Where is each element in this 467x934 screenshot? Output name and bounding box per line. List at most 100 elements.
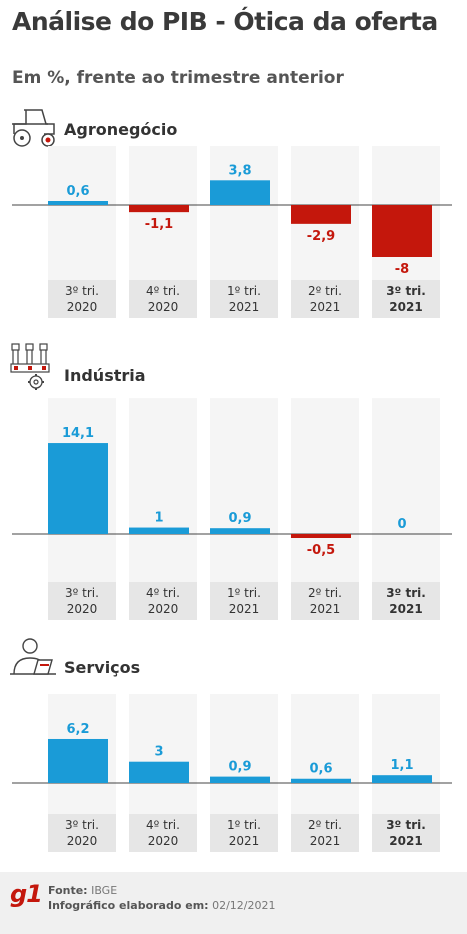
- date-line: Infográfico elaborado em: 02/12/2021: [48, 899, 275, 912]
- category-year-label: 2020: [67, 602, 98, 616]
- section-title-servicos: Serviços: [64, 658, 141, 677]
- bar-value-label: 0,6: [309, 762, 332, 777]
- category-year-label: 2021: [389, 834, 422, 848]
- category-year-label: 2020: [148, 602, 179, 616]
- bar: [291, 534, 351, 538]
- bar-value-label: 0: [397, 517, 406, 532]
- category-label: 4º tri.: [146, 586, 180, 600]
- chart-agronegocio: 3º tri. 2020 4º tri. 2020 1º tri. 2021 2º tri.…: [12, 146, 452, 318]
- category-label-bg: [48, 280, 116, 318]
- category-year-label: 2021: [389, 300, 422, 314]
- chart-column-bg: [48, 146, 116, 280]
- chart-column-bg: [129, 693, 197, 814]
- bar-value-label: 3: [154, 745, 163, 760]
- chart-column-bg: [372, 398, 440, 582]
- source-label: Fonte:: [48, 884, 88, 897]
- bar-value-label: 6,2: [66, 722, 89, 737]
- category-label-bg: [372, 582, 440, 620]
- category-label: 4º tri.: [146, 284, 180, 298]
- category-label-bg: [210, 814, 278, 852]
- section-industria: Indústria 3º tri. 2020 4º tri. 2020 1º tri. 2…: [0, 342, 467, 622]
- category-year-label: 2020: [148, 300, 179, 314]
- date-value: 02/12/2021: [212, 899, 276, 912]
- bar: [210, 180, 270, 205]
- category-label: 3º tri.: [386, 818, 426, 832]
- chart-industria: 3º tri. 2020 4º tri. 2020 1º tri. 2021 2º tri.…: [12, 398, 452, 620]
- bar: [372, 775, 432, 783]
- category-label-bg: [372, 814, 440, 852]
- bar: [48, 443, 108, 534]
- category-year-label: 2021: [229, 300, 260, 314]
- chart-column-bg: [210, 398, 278, 582]
- bar-value-label: 0,6: [66, 184, 89, 199]
- category-label: 4º tri.: [146, 818, 180, 832]
- section-title-industria: Indústria: [64, 366, 146, 385]
- chart-column-bg: [210, 146, 278, 280]
- bar: [48, 738, 108, 783]
- category-label-bg: [291, 814, 359, 852]
- category-label: 1º tri.: [227, 818, 261, 832]
- category-label-bg: [129, 814, 197, 852]
- section-agronegocio: Agronegócio 3º tri. 2020 4º tri. 2020 1º tri…: [0, 104, 467, 320]
- category-year-label: 2020: [148, 834, 179, 848]
- factory-icon: [10, 343, 50, 390]
- bar: [129, 761, 189, 783]
- category-label-bg: [291, 582, 359, 620]
- bar-value-label: 0,9: [228, 760, 251, 775]
- chart-column-bg: [291, 693, 359, 814]
- category-label: 3º tri.: [65, 818, 99, 832]
- category-label-bg: [210, 280, 278, 318]
- category-year-label: 2021: [310, 602, 341, 616]
- bar-value-label: -2,9: [307, 229, 335, 244]
- category-year-label: 2020: [67, 834, 98, 848]
- category-year-label: 2021: [229, 834, 260, 848]
- category-label-bg: [210, 582, 278, 620]
- category-year-label: 2021: [310, 834, 341, 848]
- chart-column-bg: [129, 146, 197, 280]
- category-label-bg: [129, 582, 197, 620]
- category-year-label: 2021: [389, 602, 422, 616]
- bar: [48, 201, 108, 205]
- bar: [129, 205, 189, 213]
- section-title-agronegocio: Agronegócio: [64, 120, 178, 139]
- category-year-label: 2021: [310, 300, 341, 314]
- bar-value-label: -1,1: [145, 217, 173, 232]
- bar-value-label: 3,8: [228, 163, 251, 178]
- bar-value-label: -0,5: [307, 543, 335, 558]
- bar-value-label: 1,1: [390, 758, 413, 773]
- source-line: Fonte: IBGE: [48, 884, 117, 897]
- bar: [372, 205, 432, 257]
- category-label: 3º tri.: [65, 284, 99, 298]
- category-label: 3º tri.: [386, 284, 426, 298]
- chart-column-bg: [291, 398, 359, 582]
- bar: [210, 776, 270, 783]
- source-value: IBGE: [91, 884, 118, 897]
- bar: [291, 205, 351, 224]
- section-servicos: Serviços 3º tri. 2020 4º tri. 2020 1º tri. 20…: [0, 634, 467, 854]
- bar: [291, 778, 351, 783]
- bar-value-label: 0,9: [228, 511, 251, 526]
- bar: [129, 527, 189, 534]
- category-label: 2º tri.: [308, 818, 342, 832]
- category-label-bg: [129, 280, 197, 318]
- category-label-bg: [48, 582, 116, 620]
- category-label-bg: [48, 814, 116, 852]
- date-label: Infográfico elaborado em:: [48, 899, 209, 912]
- chart-column-bg: [372, 693, 440, 814]
- category-label-bg: [291, 280, 359, 318]
- category-label: 2º tri.: [308, 284, 342, 298]
- category-year-label: 2021: [229, 602, 260, 616]
- footer: g1 Fonte: IBGE Infográfico elaborado em:…: [0, 872, 467, 934]
- category-year-label: 2020: [67, 300, 98, 314]
- page-subtitle: Em %, frente ao trimestre anterior: [12, 68, 344, 88]
- person-laptop-icon: [10, 638, 56, 675]
- bar-value-label: -8: [395, 262, 409, 277]
- bar-value-label: 1: [154, 511, 163, 526]
- category-label: 1º tri.: [227, 586, 261, 600]
- chart-column-bg: [129, 398, 197, 582]
- category-label: 3º tri.: [386, 586, 426, 600]
- chart-servicos: 3º tri. 2020 4º tri. 2020 1º tri. 2021 2º tri.…: [12, 693, 452, 852]
- category-label-bg: [372, 280, 440, 318]
- category-label: 2º tri.: [308, 586, 342, 600]
